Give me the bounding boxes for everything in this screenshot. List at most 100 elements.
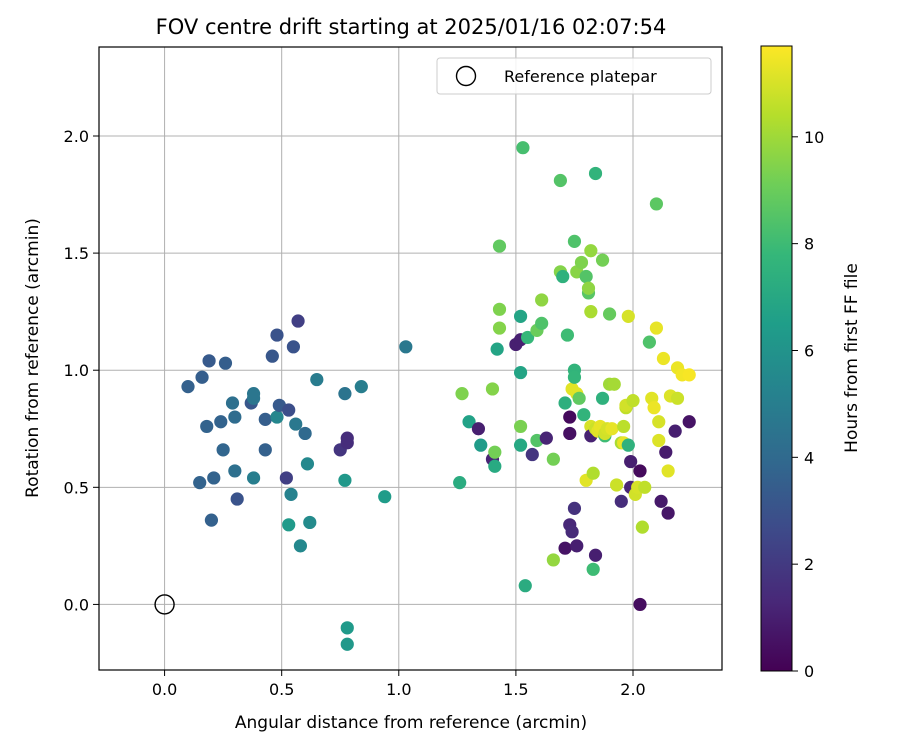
- colorbar-label: Hours from first FF file: [842, 263, 862, 453]
- data-point: [338, 387, 352, 401]
- data-point: [338, 473, 352, 487]
- data-point: [567, 370, 582, 384]
- data-point: [652, 415, 666, 429]
- data-point: [565, 525, 579, 539]
- data-point: [488, 459, 502, 473]
- data-point: [567, 501, 582, 515]
- x-axis-label: Angular distance from reference (arcmin): [235, 713, 587, 733]
- x-tick-label: 1.0: [386, 680, 411, 699]
- data-point: [216, 443, 230, 457]
- data-point: [577, 408, 591, 422]
- data-point: [682, 415, 696, 429]
- data-point: [633, 464, 647, 478]
- data-point: [246, 471, 261, 485]
- data-point: [560, 328, 575, 342]
- data-point: [399, 340, 413, 354]
- data-point: [270, 328, 284, 342]
- data-point: [624, 454, 638, 469]
- data-point: [586, 466, 600, 480]
- data-point: [584, 305, 598, 319]
- data-point: [513, 309, 528, 323]
- data-point: [642, 335, 656, 349]
- data-point: [521, 330, 535, 345]
- data-point: [535, 316, 549, 330]
- data-point: [378, 490, 392, 504]
- x-ticks: 0.0 0.5 1.0 1.5 2.0: [152, 670, 646, 699]
- data-point: [682, 368, 696, 382]
- colorbar-gradient: [760, 45, 793, 672]
- y-tick-label: 2.0: [64, 127, 89, 146]
- colorbar-tick-label: 6: [804, 341, 814, 360]
- reference-platepar-marker: [154, 594, 175, 615]
- colorbar-tick-label: 2: [804, 555, 814, 574]
- data-point: [656, 351, 671, 366]
- data-point: [218, 356, 233, 370]
- y-axis-label: Rotation from reference (arcmin): [23, 218, 43, 498]
- y-tick-label: 1.0: [64, 361, 89, 380]
- data-point: [286, 340, 300, 354]
- data-point: [621, 438, 635, 452]
- x-tick-label: 0.5: [269, 680, 294, 699]
- y-ticks: 0.0 0.5 1.0 1.5 2.0: [64, 127, 99, 614]
- data-point: [518, 579, 532, 593]
- x-tick-label: 2.0: [620, 680, 645, 699]
- data-point: [668, 424, 682, 438]
- data-point: [300, 457, 315, 471]
- data-point: [567, 234, 582, 248]
- data-point: [525, 447, 539, 462]
- data-point: [200, 419, 214, 434]
- data-point: [605, 422, 619, 436]
- data-point: [584, 244, 598, 258]
- data-point: [485, 382, 500, 396]
- colorbar-tick-label: 10: [804, 128, 824, 147]
- legend-reference-marker: [455, 65, 477, 87]
- data-point: [579, 269, 593, 284]
- data-point: [207, 471, 221, 485]
- x-tick-label: 0.0: [152, 680, 177, 699]
- data-point: [654, 494, 668, 508]
- data-point: [181, 380, 195, 394]
- data-point: [258, 443, 272, 457]
- data-point: [228, 464, 242, 478]
- data-point: [570, 539, 584, 553]
- data-point: [303, 515, 317, 530]
- data-point: [572, 391, 586, 405]
- data-point: [204, 513, 219, 527]
- data-point: [535, 293, 549, 307]
- data-point: [652, 433, 666, 448]
- data-point: [282, 403, 296, 417]
- y-tick-label: 0.5: [64, 478, 89, 497]
- data-point: [513, 365, 528, 380]
- data-point: [546, 452, 560, 466]
- data-point: [462, 415, 476, 429]
- data-point: [595, 253, 610, 267]
- data-point: [588, 548, 603, 562]
- data-point: [455, 387, 469, 401]
- legend: Reference platepar: [436, 57, 712, 95]
- data-point: [202, 354, 216, 368]
- data-point: [513, 438, 528, 452]
- data-point: [602, 307, 617, 321]
- data-point: [586, 562, 600, 576]
- data-point: [225, 396, 240, 410]
- data-point: [270, 410, 284, 424]
- data-point: [246, 387, 261, 401]
- colorbar-tick-label: 8: [804, 235, 814, 254]
- data-point: [474, 438, 488, 452]
- data-point: [626, 394, 640, 408]
- data-point: [289, 417, 303, 431]
- colorbar-tick-label: 4: [804, 448, 814, 467]
- data-point: [546, 553, 560, 567]
- colorbar-ticks: 0 2 4 6 8 10: [792, 128, 824, 681]
- data-point: [488, 445, 502, 459]
- data-point: [293, 539, 308, 553]
- data-point: [265, 349, 279, 363]
- data-point: [291, 314, 305, 328]
- data-point: [563, 426, 577, 441]
- data-point: [492, 302, 507, 316]
- data-point: [453, 476, 467, 490]
- data-point: [492, 321, 507, 335]
- data-point: [539, 431, 553, 445]
- data-point: [230, 492, 244, 506]
